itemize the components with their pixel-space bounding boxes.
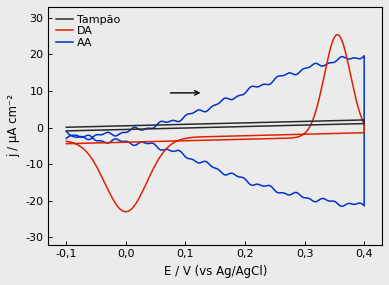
DA [333,34,338,37]
AA [252,183,257,186]
AA [64,137,69,140]
AA [98,133,103,137]
DA [249,134,254,137]
DA [102,180,106,183]
DA [64,142,69,145]
AA [64,130,69,133]
DA [75,142,80,145]
DA [64,140,69,143]
Line: Tampão: Tampão [67,120,364,131]
Y-axis label: j / μA cm⁻²: j / μA cm⁻² [7,94,20,157]
Tampão [102,128,107,132]
Line: DA: DA [67,35,364,212]
Tampão [362,118,366,122]
AA [287,71,292,75]
Tampão [75,125,80,129]
DA [123,210,128,213]
Tampão [64,126,69,129]
Tampão [171,123,175,126]
DA [335,33,340,36]
AA [307,65,312,69]
DA [171,139,175,143]
X-axis label: E / V (vs Ag/AgCl): E / V (vs Ag/AgCl) [164,265,267,278]
DA [355,131,359,135]
Line: AA: AA [67,56,364,206]
Tampão [249,125,254,128]
AA [310,63,315,66]
Tampão [355,122,359,125]
AA [340,205,344,208]
AA [191,111,196,115]
Tampão [333,119,338,122]
Legend: Tampão, DA, AA: Tampão, DA, AA [52,10,125,52]
Tampão [64,129,69,133]
AA [362,54,366,58]
